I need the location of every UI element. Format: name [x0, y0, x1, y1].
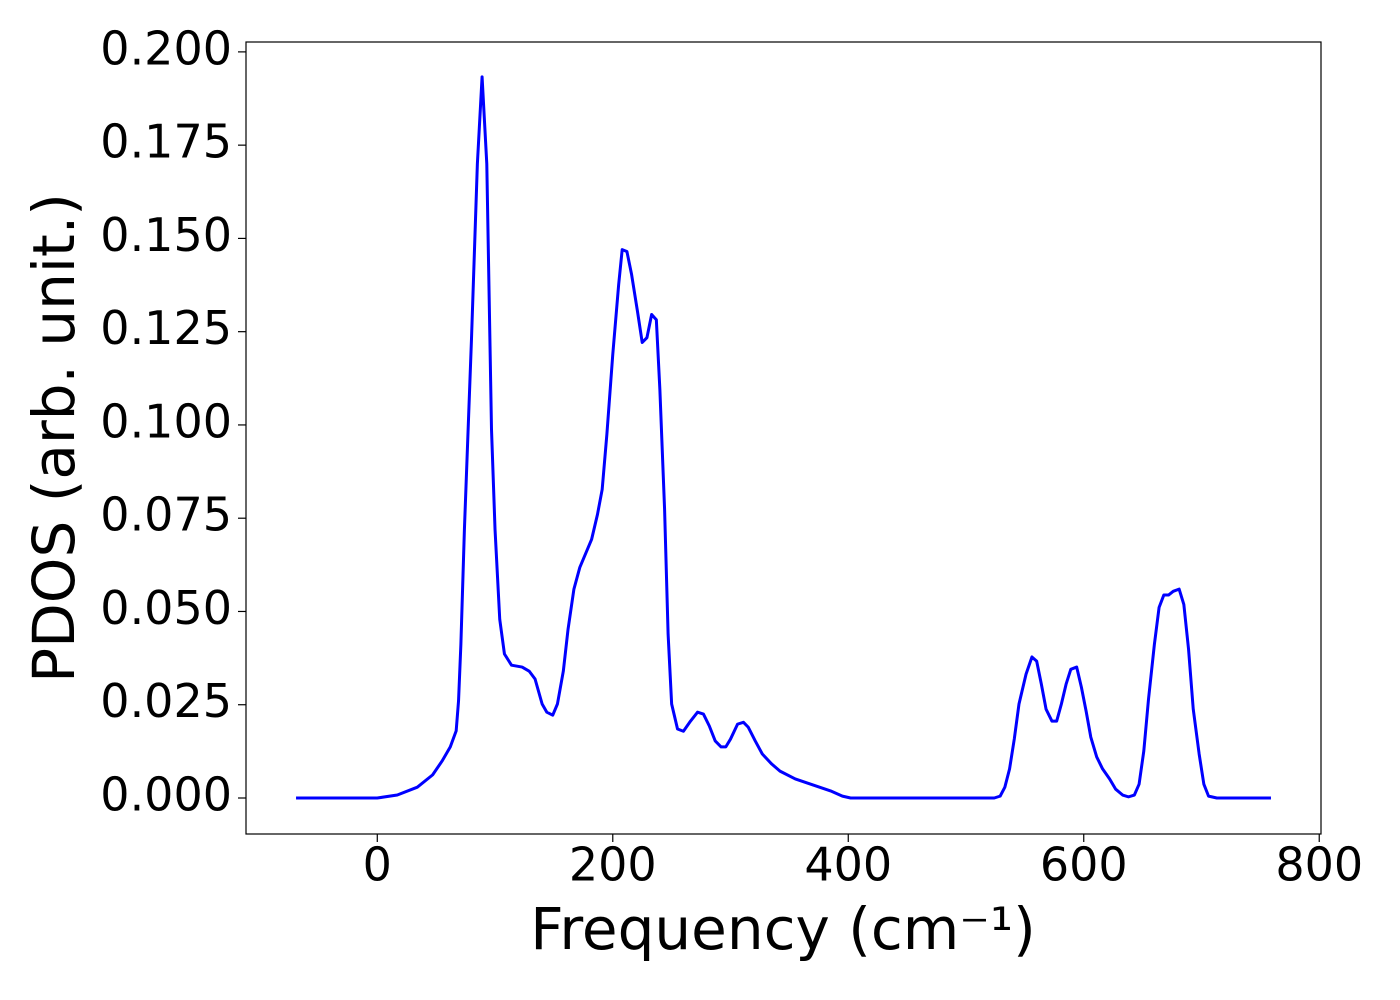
- x-tick-label: 200: [569, 838, 657, 892]
- y-tick-label: 0.125: [100, 301, 232, 355]
- x-tick-label: 400: [804, 838, 892, 892]
- y-tick-label: 0.100: [100, 394, 232, 448]
- x-tick-label: 800: [1275, 838, 1363, 892]
- plot-frame: [245, 41, 1322, 835]
- y-tick-label: 0.025: [100, 674, 232, 728]
- y-tick-label: 0.175: [100, 115, 232, 169]
- data-line: [296, 75, 1271, 800]
- y-tick-label: 0.050: [100, 581, 232, 635]
- y-tick-label: 0.075: [100, 488, 232, 542]
- x-tick-label: 600: [1040, 838, 1128, 892]
- y-axis-label: PDOS (arb. unit.): [20, 193, 88, 683]
- y-tick-label: 0.150: [100, 208, 232, 262]
- x-tick-label: 0: [363, 838, 392, 892]
- y-tick-label: 0.000: [100, 768, 232, 822]
- y-tick-label: 0.200: [100, 21, 232, 75]
- x-axis-label: Frequency (cm⁻¹): [530, 895, 1036, 963]
